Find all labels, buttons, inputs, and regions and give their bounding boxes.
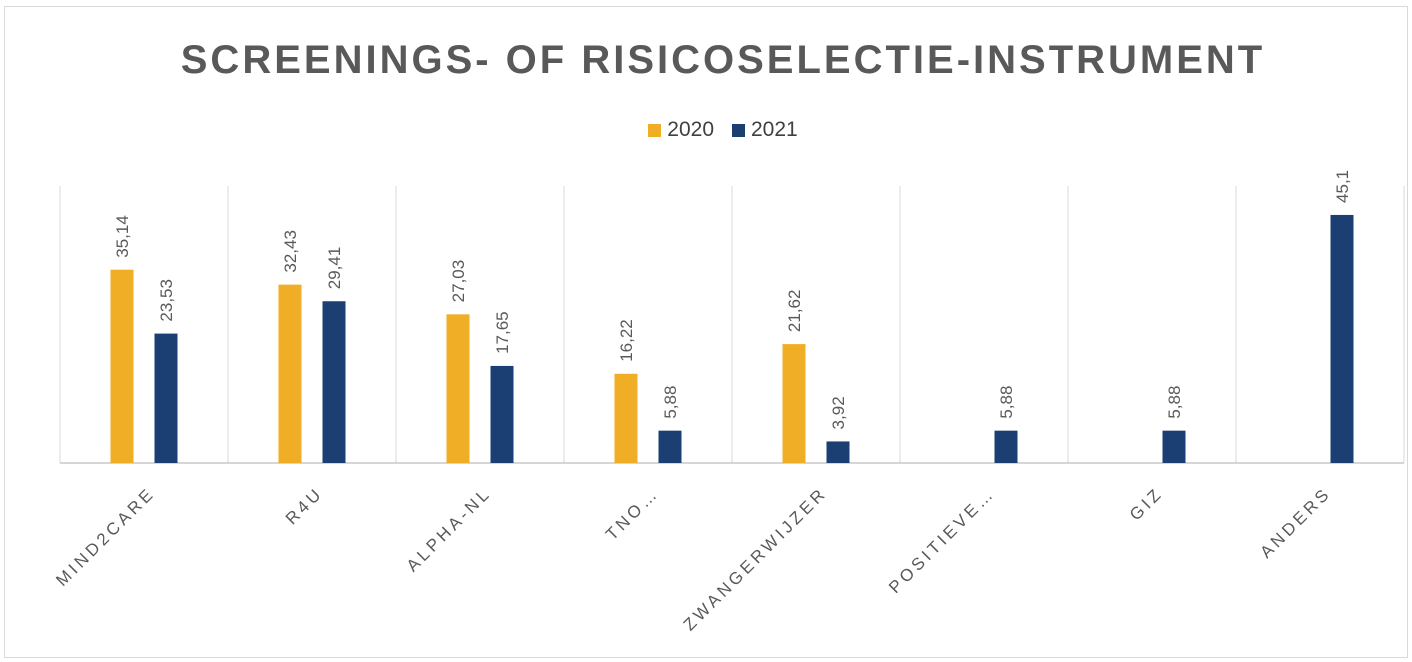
category-label-0: MIND2CARE [52, 483, 159, 590]
bar-2021-2 [490, 365, 514, 463]
data-label-2021-7: 45,1 [1333, 170, 1352, 203]
bar-2020-1 [278, 284, 302, 463]
category-label-7: ANDERS [1256, 483, 1334, 561]
category-label-5: POSITIEVE… [885, 483, 999, 597]
bar-2021-6 [1162, 430, 1186, 463]
chart-frame [4, 6, 1408, 658]
category-label-2: ALPHA-NL [403, 483, 495, 575]
legend-swatch-2020 [648, 123, 662, 137]
legend-swatch-2021 [732, 123, 745, 137]
data-label-2020-3: 16,22 [617, 319, 636, 362]
data-label-2021-6: 5,88 [1165, 386, 1184, 419]
category-label-3: TNO… [602, 483, 663, 544]
bar-2020-0 [110, 269, 134, 463]
category-label-1: R4U [282, 483, 327, 528]
legend-label-2021: 2021 [751, 118, 798, 141]
data-label-2021-1: 29,41 [325, 247, 344, 290]
bar-2021-7 [1330, 214, 1354, 463]
bar-2021-5 [994, 430, 1018, 463]
chart-title: SCREENINGS- OF RISICOSELECTIE-INSTRUMENT [180, 38, 1266, 82]
data-label-2020-2: 27,03 [449, 260, 468, 303]
data-label-2021-2: 17,65 [493, 311, 512, 354]
chart-legend: 2020 2021 [0, 118, 1412, 142]
data-label-2021-5: 5,88 [997, 386, 1016, 419]
category-label-6: GIZ [1126, 483, 1167, 524]
bar-2020-2 [446, 314, 470, 463]
legend-item-2020: 2020 [648, 118, 714, 142]
bar-2021-3 [658, 430, 682, 463]
data-label-2021-0: 23,53 [157, 279, 176, 322]
data-label-2020-1: 32,43 [281, 230, 300, 273]
legend-item-2021: 2021 [732, 118, 798, 142]
legend-label-2020: 2020 [667, 118, 714, 141]
data-label-2020-0: 35,14 [113, 215, 132, 258]
bar-2021-0 [154, 333, 178, 463]
bar-2021-1 [322, 301, 346, 463]
bar-2020-3 [614, 373, 638, 463]
bar-2020-4 [782, 344, 806, 463]
category-label-4: ZWANGERWIJZER [680, 483, 831, 634]
data-label-2021-3: 5,88 [661, 386, 680, 419]
data-label-2021-4: 3,92 [829, 396, 848, 429]
data-label-2020-4: 21,62 [785, 290, 804, 333]
bar-2021-4 [826, 441, 850, 463]
